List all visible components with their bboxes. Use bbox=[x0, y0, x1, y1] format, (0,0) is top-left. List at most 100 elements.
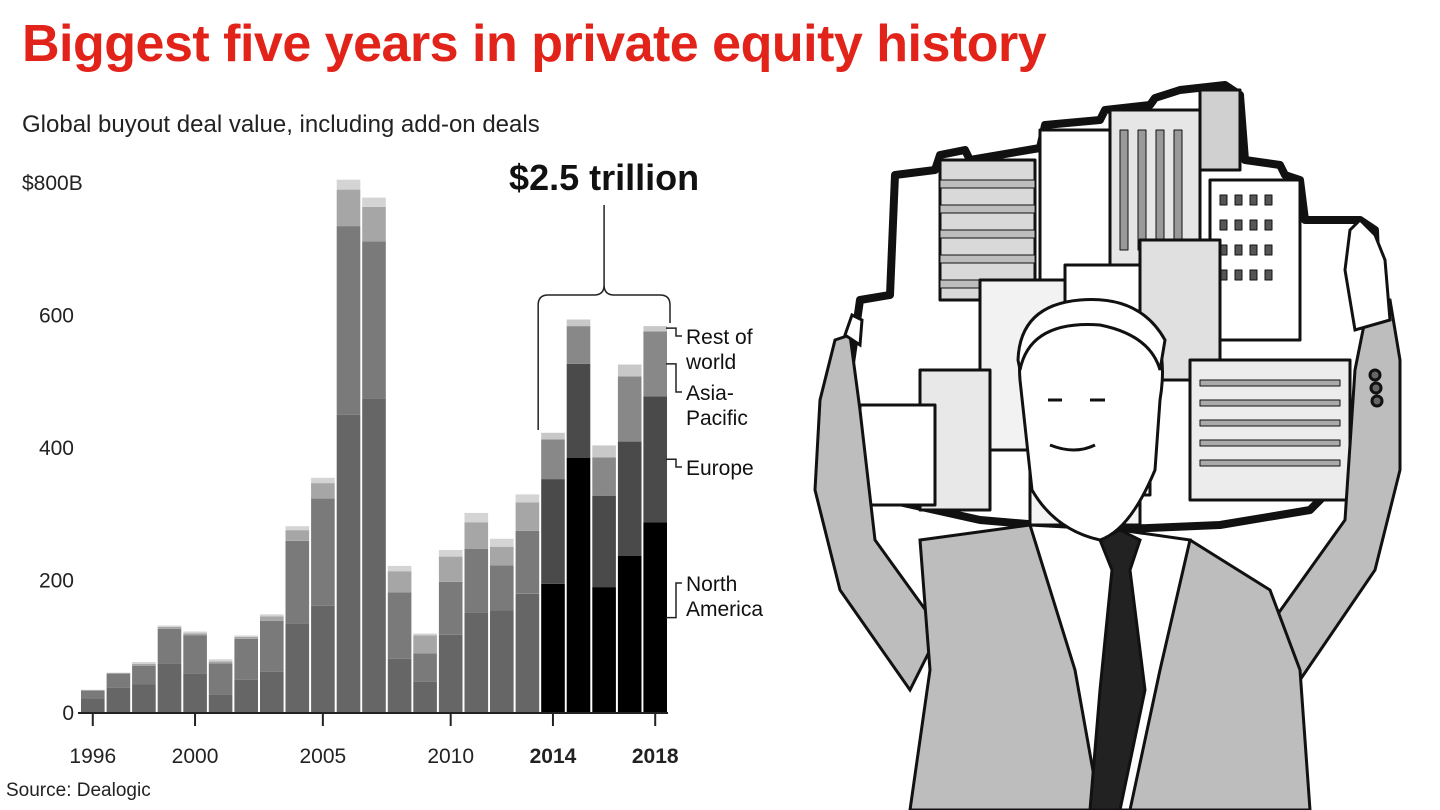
y-tick-label: $800B bbox=[22, 172, 83, 195]
bar-segment-rest-of-world-2015 bbox=[566, 319, 591, 327]
trillion-annotation: $2.5 trillion bbox=[509, 160, 699, 430]
bar-segment-rest-of-world-2007 bbox=[362, 197, 386, 207]
bar-segment-north-america-2007 bbox=[362, 398, 386, 713]
legend-leader-line bbox=[666, 363, 682, 393]
y-axis: 0 200 400 600 $800B bbox=[22, 172, 83, 725]
bar-segment-asia-pacific-1998 bbox=[132, 664, 156, 666]
bar-segment-north-america-2000 bbox=[183, 673, 207, 714]
x-tick-label: 2018 bbox=[632, 745, 679, 768]
bar-segment-europe-2017 bbox=[617, 441, 642, 556]
x-tick-label: 2014 bbox=[530, 745, 577, 768]
legend-leader-line bbox=[666, 582, 682, 619]
stacked-bars bbox=[81, 179, 667, 714]
businessman-icon bbox=[908, 298, 1312, 810]
bar-segment-rest-of-world-2012 bbox=[490, 538, 514, 547]
bar-segment-north-america-2015 bbox=[566, 457, 591, 713]
bar-segment-north-america-2004 bbox=[285, 623, 310, 713]
bar-segment-north-america-2008 bbox=[387, 658, 412, 713]
bar-segment-north-america-2009 bbox=[413, 681, 437, 713]
bar-segment-asia-pacific-2002 bbox=[234, 636, 258, 639]
bar-segment-rest-of-world-2013 bbox=[515, 494, 540, 503]
bar-segment-asia-pacific-2016 bbox=[592, 457, 616, 496]
legend-leader-line bbox=[666, 327, 682, 337]
legend-label-rest-of-world: Rest of bbox=[686, 326, 753, 349]
bar-segment-rest-of-world-2010 bbox=[438, 550, 463, 557]
bar-segment-north-america-2013 bbox=[515, 593, 540, 714]
bar-segment-europe-2009 bbox=[413, 653, 437, 682]
bar-segment-europe-2005 bbox=[311, 498, 335, 606]
bar-segment-europe-2010 bbox=[438, 581, 463, 635]
bar-segment-rest-of-world-1999 bbox=[157, 625, 182, 627]
bar-segment-asia-pacific-2003 bbox=[260, 616, 284, 621]
bar-segment-europe-2012 bbox=[490, 565, 514, 611]
page-title: Biggest five years in private equity his… bbox=[22, 15, 1047, 73]
bar-segment-asia-pacific-2005 bbox=[311, 483, 335, 499]
bar-segment-asia-pacific-2008 bbox=[387, 571, 412, 593]
y-tick-label: 0 bbox=[62, 702, 74, 725]
bar-segment-north-america-2016 bbox=[592, 587, 616, 713]
bar-segment-rest-of-world-2017 bbox=[617, 364, 642, 377]
bar-segment-asia-pacific-2007 bbox=[362, 206, 386, 242]
bar-segment-europe-2018 bbox=[643, 396, 667, 523]
bar-segment-europe-2002 bbox=[234, 638, 258, 680]
bar-segment-rest-of-world-1998 bbox=[132, 662, 156, 664]
legend-label-asia-pacific: Asia- bbox=[686, 382, 734, 405]
bar-segment-rest-of-world-2016 bbox=[592, 445, 616, 458]
x-axis: 1996 2000 2005 2010 2014 2018 bbox=[69, 712, 679, 768]
bar-segment-rest-of-world-2003 bbox=[260, 614, 284, 617]
legend-leader-line bbox=[666, 458, 682, 468]
bar-segment-rest-of-world-2018 bbox=[643, 326, 667, 332]
bar-segment-europe-2004 bbox=[285, 540, 310, 624]
bar-segment-europe-2014 bbox=[541, 479, 565, 584]
bar-segment-asia-pacific-2012 bbox=[490, 546, 514, 566]
bar-segment-north-america-2001 bbox=[208, 694, 233, 713]
businessman-holding-city-illustration bbox=[813, 81, 1402, 810]
bar-segment-rest-of-world-2000 bbox=[183, 631, 207, 634]
bar-segment-rest-of-world-2008 bbox=[387, 565, 412, 572]
bar-segment-rest-of-world-1996 bbox=[81, 689, 105, 691]
bar-segment-rest-of-world-2006 bbox=[336, 179, 361, 190]
legend-label-north-america: North bbox=[686, 573, 737, 596]
bar-segment-north-america-2017 bbox=[617, 556, 642, 713]
bar-segment-europe-2008 bbox=[387, 592, 412, 659]
y-tick-label: 600 bbox=[39, 305, 74, 328]
bar-segment-rest-of-world-2005 bbox=[311, 477, 335, 484]
source-note: Source: Dealogic bbox=[6, 780, 151, 801]
bar-segment-asia-pacific-2000 bbox=[183, 633, 207, 636]
bar-segment-rest-of-world-2004 bbox=[285, 526, 310, 531]
bar-segment-asia-pacific-1999 bbox=[157, 626, 182, 629]
y-tick-label: 400 bbox=[39, 437, 74, 460]
bar-segment-north-america-2012 bbox=[490, 610, 514, 713]
bar-segment-europe-1997 bbox=[106, 673, 131, 688]
chart-subtitle: Global buyout deal value, including add-… bbox=[22, 111, 540, 138]
y-tick-label: 200 bbox=[39, 570, 74, 593]
x-tick-label: 2005 bbox=[300, 745, 347, 768]
bar-segment-europe-2006 bbox=[336, 226, 361, 415]
bar-segment-asia-pacific-2006 bbox=[336, 189, 361, 226]
bar-segment-north-america-2006 bbox=[336, 414, 361, 713]
bar-segment-asia-pacific-2017 bbox=[617, 376, 642, 442]
bar-segment-rest-of-world-2011 bbox=[464, 512, 489, 523]
bar-segment-north-america-1998 bbox=[132, 684, 156, 713]
bar-segment-north-america-2018 bbox=[643, 522, 667, 713]
bar-segment-north-america-2002 bbox=[234, 679, 258, 713]
bar-segment-asia-pacific-2013 bbox=[515, 502, 540, 531]
bar-segment-rest-of-world-1997 bbox=[106, 672, 131, 674]
x-tick-label: 2010 bbox=[427, 745, 474, 768]
bar-segment-europe-2011 bbox=[464, 548, 489, 613]
bar-segment-europe-1998 bbox=[132, 666, 156, 685]
bar-segment-asia-pacific-2001 bbox=[208, 661, 233, 664]
bar-segment-north-america-2003 bbox=[260, 671, 284, 713]
bar-segment-rest-of-world-2002 bbox=[234, 635, 258, 637]
legend-label-north-america: America bbox=[686, 598, 763, 621]
bar-segment-asia-pacific-2014 bbox=[541, 439, 565, 480]
bar-segment-europe-1996 bbox=[81, 690, 105, 699]
bar-segment-europe-2007 bbox=[362, 241, 386, 399]
bar-segment-asia-pacific-2015 bbox=[566, 326, 591, 364]
legend-label-europe: Europe bbox=[686, 457, 754, 480]
bar-segment-europe-2003 bbox=[260, 620, 284, 672]
bar-segment-rest-of-world-2001 bbox=[208, 659, 233, 662]
bracket-brace bbox=[537, 205, 671, 430]
bar-segment-asia-pacific-2018 bbox=[643, 331, 667, 397]
